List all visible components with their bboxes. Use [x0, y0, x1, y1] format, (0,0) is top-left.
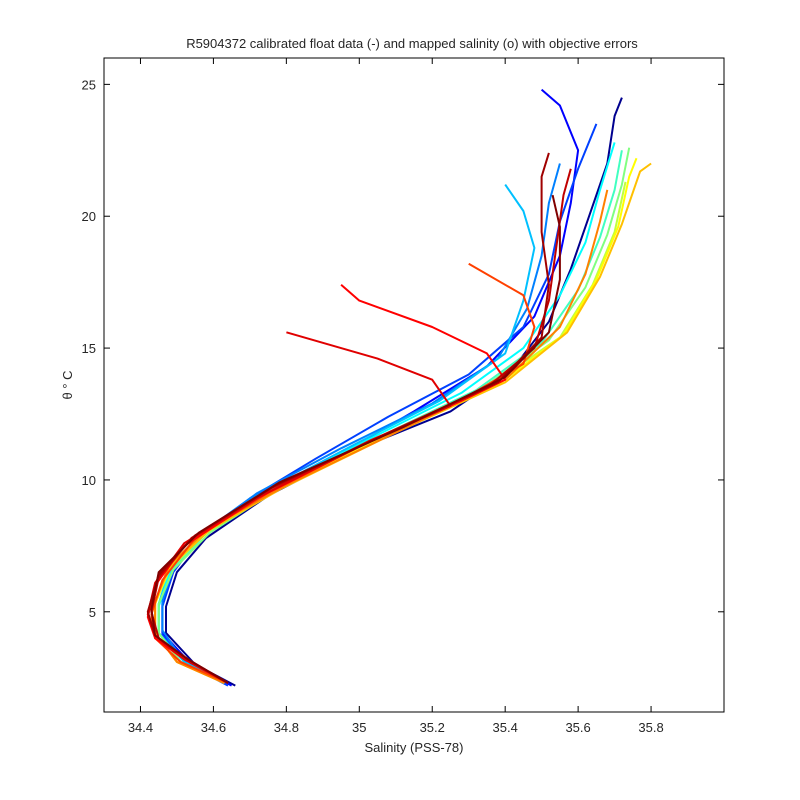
x-tick-label-2: 34.8	[274, 720, 299, 735]
y-tick-label-3: 20	[82, 209, 96, 224]
y-tick-label-4: 25	[82, 77, 96, 92]
profile-line-4	[157, 184, 536, 684]
y-axis-label: θ ° C	[60, 370, 75, 399]
profile-line-16	[146, 152, 550, 684]
x-tick-label-3: 35	[352, 720, 366, 735]
y-tick-label-2: 15	[82, 341, 96, 356]
x-tick-label-0: 34.4	[128, 720, 153, 735]
profile-line-12	[150, 262, 536, 684]
profile-line-14	[146, 331, 452, 684]
x-tick-label-4: 35.2	[420, 720, 445, 735]
profile-line-10	[154, 162, 652, 684]
profile-line-2	[161, 123, 598, 687]
y-tick-label-1: 10	[82, 473, 96, 488]
y-tick-label-0: 5	[89, 605, 96, 620]
profile-line-15	[150, 168, 572, 684]
chart-title: R5904372 calibrated float data (-) and m…	[186, 36, 638, 51]
x-axis: 34.4 34.6 34.8 35 35.2 35.4 35.6 35.8	[128, 58, 664, 735]
profile-line-3	[161, 163, 561, 684]
x-tick-label-7: 35.8	[638, 720, 663, 735]
profile-line-1	[161, 88, 580, 687]
x-tick-label-6: 35.6	[565, 720, 590, 735]
profile-line-0	[165, 97, 623, 687]
profile-line-17	[150, 194, 561, 684]
series-layer	[146, 88, 652, 687]
x-tick-label-1: 34.6	[201, 720, 226, 735]
plot-area-frame	[103, 57, 725, 713]
y-axis: 5 10 15 20 25	[82, 77, 724, 620]
x-axis-label: Salinity (PSS-78)	[365, 740, 464, 755]
x-tick-label-5: 35.4	[493, 720, 518, 735]
